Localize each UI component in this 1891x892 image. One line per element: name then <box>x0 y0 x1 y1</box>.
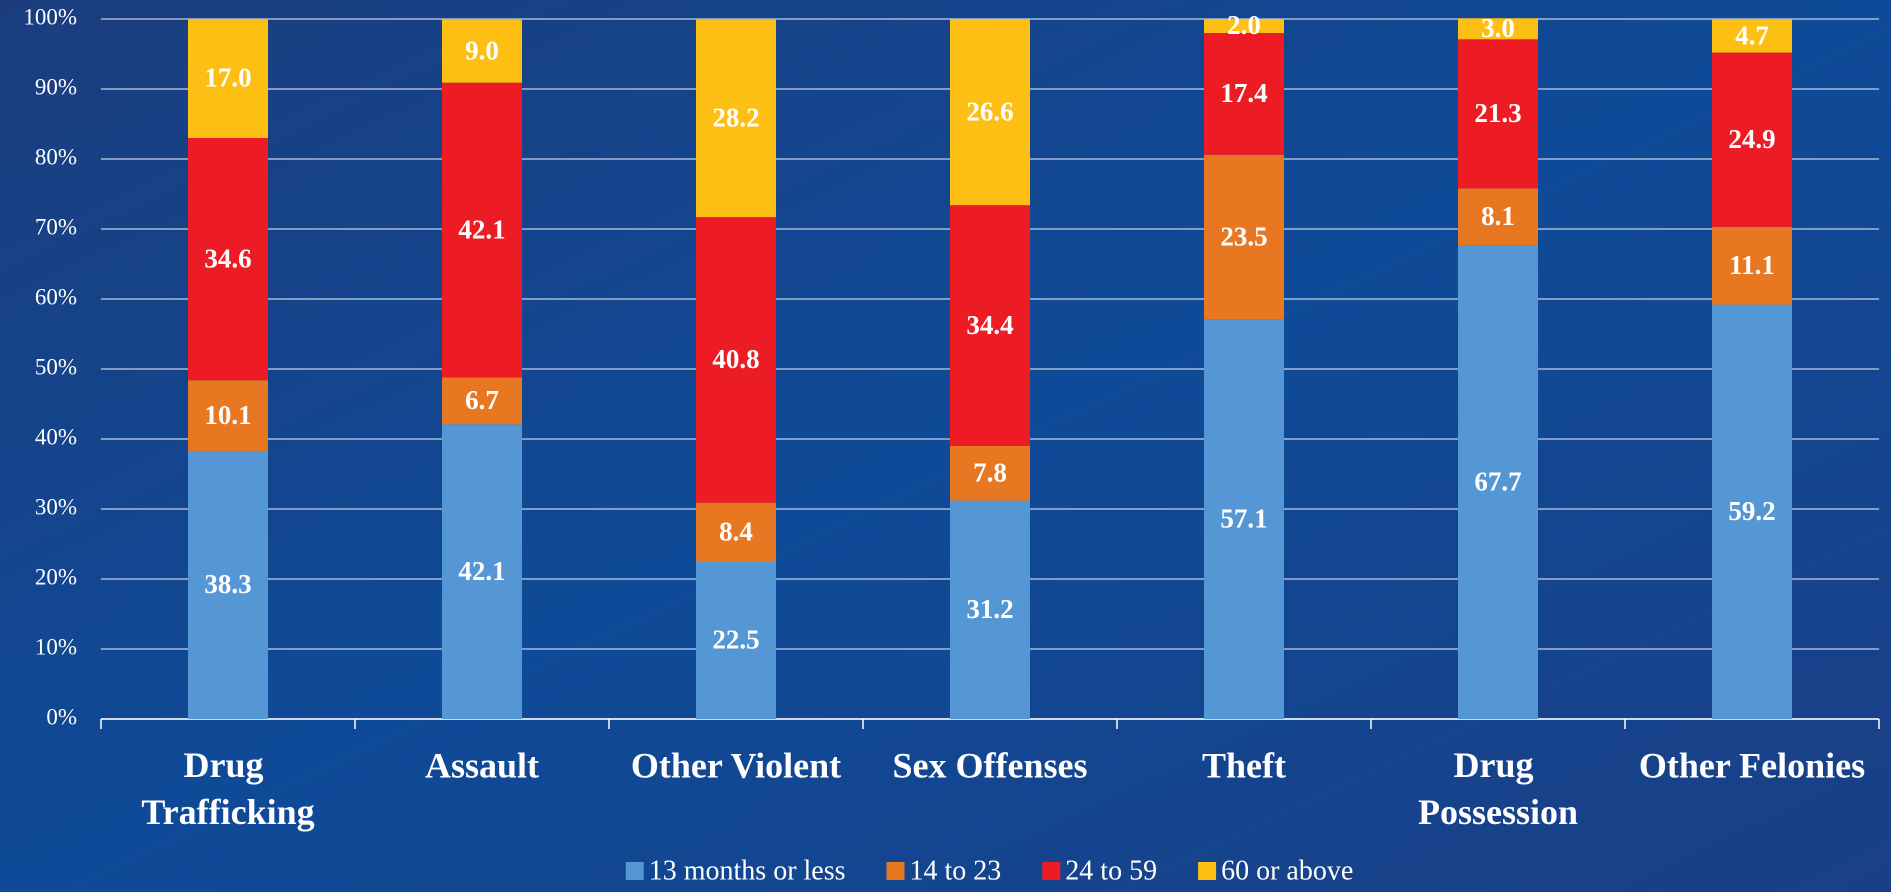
bar-segment <box>188 19 268 138</box>
data-label: 57.1 <box>1220 503 1267 533</box>
bar-segment <box>1204 154 1284 320</box>
data-label: 24.9 <box>1728 124 1775 154</box>
data-label: 40.8 <box>712 344 759 374</box>
y-tick-label: 30% <box>35 494 77 519</box>
y-tick-label: 0% <box>46 704 77 729</box>
bar-segment <box>696 19 776 218</box>
bar-segment <box>188 380 268 451</box>
data-label: 17.4 <box>1220 78 1267 108</box>
data-label: 9.0 <box>465 35 499 65</box>
bar-segment <box>950 446 1030 501</box>
data-label: 23.5 <box>1220 221 1267 251</box>
data-label: 59.2 <box>1728 496 1775 526</box>
bar-segment <box>188 450 268 719</box>
x-tick-label: Other Felonies <box>1639 745 1865 785</box>
legend-swatch <box>1042 862 1061 880</box>
data-label: 42.1 <box>458 556 505 586</box>
bar-segment <box>1712 304 1792 719</box>
data-label: 4.7 <box>1735 20 1769 50</box>
data-label: 34.4 <box>966 310 1013 340</box>
bar-segment <box>950 205 1030 446</box>
legend-swatch <box>625 862 644 880</box>
bar-segment <box>1712 19 1792 53</box>
data-label: 67.7 <box>1474 466 1521 496</box>
legend-label: 24 to 59 <box>1065 855 1157 886</box>
bar-segment <box>1458 39 1538 189</box>
data-label: 10.1 <box>204 400 251 430</box>
data-label: 21.3 <box>1474 98 1521 128</box>
x-tick-label: Drug Trafficking <box>141 745 314 832</box>
data-label: 11.1 <box>1729 250 1775 280</box>
bar-segment <box>1204 33 1284 155</box>
y-tick-label: 40% <box>35 424 77 449</box>
data-label: 42.1 <box>458 214 505 244</box>
x-tick-label: Theft <box>1202 745 1286 785</box>
data-label: 28.2 <box>712 103 759 133</box>
y-tick-label: 50% <box>35 354 77 379</box>
bar-segment <box>1712 52 1792 227</box>
data-label: 22.5 <box>712 624 759 654</box>
x-tick-label: Sex Offenses <box>893 745 1088 785</box>
data-label: 7.8 <box>973 458 1007 488</box>
y-tick-label: 100% <box>23 4 77 29</box>
bar-segment <box>442 377 522 425</box>
bar-segment <box>1458 245 1538 719</box>
legend-swatch <box>1198 862 1217 880</box>
legend-label: 60 or above <box>1221 855 1353 886</box>
data-label: 26.6 <box>966 96 1013 126</box>
x-tick-label: Other Violent <box>631 745 841 785</box>
bar-segment <box>950 500 1030 719</box>
data-label: 3.0 <box>1481 13 1515 43</box>
bar-segment <box>696 502 776 562</box>
bar-segment <box>1712 226 1792 305</box>
data-label: 31.2 <box>966 594 1013 624</box>
bar-segment <box>950 19 1030 206</box>
bar-segment <box>188 138 268 381</box>
y-tick-label: 10% <box>35 634 77 659</box>
data-label: 34.6 <box>204 243 251 273</box>
bar-segment <box>1204 19 1284 33</box>
x-tick-label: Assault <box>425 745 539 785</box>
legend-label: 14 to 23 <box>910 855 1002 886</box>
data-label: 38.3 <box>204 569 251 599</box>
bar-segment <box>696 217 776 503</box>
y-tick-label: 90% <box>35 74 77 99</box>
legend-label: 13 months or less <box>649 855 846 886</box>
bar-segment <box>442 82 522 378</box>
bar-segment <box>696 561 776 719</box>
y-tick-label: 70% <box>35 214 77 239</box>
legend-swatch <box>886 862 905 880</box>
bar-segment <box>1204 319 1284 719</box>
y-tick-label: 60% <box>35 284 77 309</box>
x-tick-label: Drug Possession <box>1418 745 1578 832</box>
data-label: 8.1 <box>1481 201 1515 231</box>
bar-segment <box>1458 18 1538 40</box>
data-label: 17.0 <box>204 63 251 93</box>
data-label: 2.0 <box>1227 10 1261 40</box>
y-tick-label: 80% <box>35 144 77 169</box>
bar-segment <box>1458 188 1538 246</box>
bar-segment <box>442 424 522 719</box>
y-tick-label: 20% <box>35 564 77 589</box>
bar-segment <box>442 19 522 83</box>
data-label: 6.7 <box>465 385 499 415</box>
data-label: 8.4 <box>719 516 753 546</box>
